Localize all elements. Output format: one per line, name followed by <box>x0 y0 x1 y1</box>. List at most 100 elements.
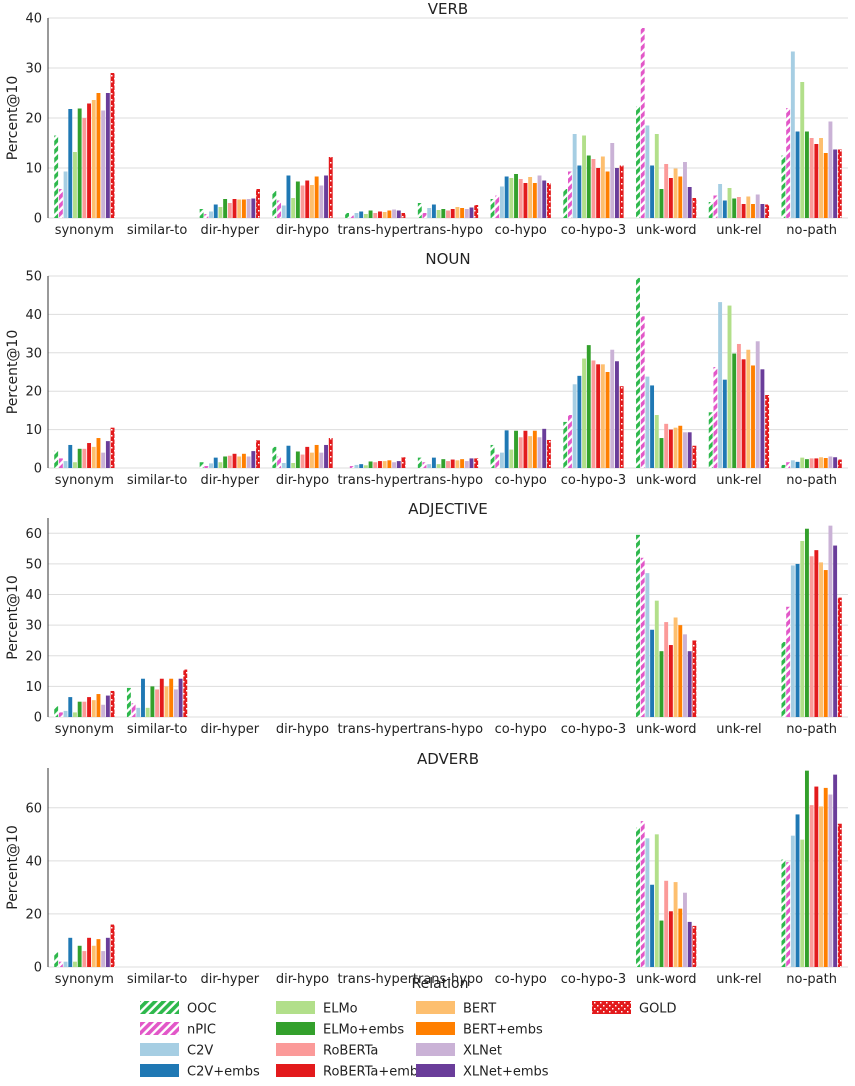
x-tick-label: trans-hypo <box>413 972 483 987</box>
bar-c2v-embs-co-hypo-3 <box>577 165 582 218</box>
bar-c2v-trans-hyper <box>354 213 359 218</box>
bar-elmo-no-path <box>800 839 805 967</box>
bar-xlnet-dir-hypo <box>319 185 324 218</box>
bar-c2v-embs-trans-hypo <box>431 457 436 468</box>
bar-xlnet-embs-trans-hypo <box>469 207 474 218</box>
bar-gold-no-path <box>837 823 842 967</box>
bar-bert-synonym <box>91 446 96 468</box>
bar-c2v-embs-dir-hyper <box>213 457 218 468</box>
bar-c2v-embs-trans-hyper <box>359 464 364 468</box>
bar-xlnet-trans-hyper <box>392 209 397 218</box>
bar-npic-no-path <box>786 862 791 967</box>
bar-c2v-synonym <box>63 961 68 967</box>
y-tick-label: 40 <box>25 854 42 869</box>
bar-xlnet-unk-rel <box>755 194 760 218</box>
bar-xlnet-embs-dir-hyper <box>251 198 256 218</box>
bar-npic-similar-to <box>131 703 136 717</box>
x-tick-label: unk-word <box>636 972 697 987</box>
bar-gold-synonym <box>110 427 115 468</box>
bar-npic-co-hypo <box>495 454 500 468</box>
bar-gold-synonym <box>110 73 115 218</box>
bar-roberta-unk-word <box>664 164 669 218</box>
bar-elmo-similar-to <box>145 707 150 717</box>
bar-gold-dir-hyper <box>256 189 260 218</box>
x-tick-label: similar-to <box>127 972 188 987</box>
bar-bert-trans-hypo <box>455 207 460 218</box>
bar-roberta-synonym <box>82 951 87 967</box>
y-tick-label: 30 <box>25 346 42 361</box>
bar-xlnet-embs-unk-rel <box>760 204 765 218</box>
bar-elmo-embs-unk-word <box>659 651 664 717</box>
bar-roberta-trans-hyper <box>373 462 378 468</box>
x-tick-label: dir-hyper <box>201 223 260 238</box>
bar-roberta-embs-dir-hyper <box>232 453 237 468</box>
bar-elmo-co-hypo-3 <box>582 358 587 468</box>
bar-roberta-trans-hyper <box>373 213 378 218</box>
bar-bert-embs-similar-to <box>169 678 174 717</box>
bar-bert-trans-hyper <box>382 461 387 468</box>
x-tick-label: dir-hypo <box>276 223 329 238</box>
bar-roberta-co-hypo-3 <box>591 360 596 468</box>
bar-xlnet-embs-synonym <box>105 937 110 967</box>
bar-elmo-embs-no-path <box>804 131 809 218</box>
bar-bert-no-path <box>819 562 823 717</box>
bar-elmo-dir-hyper <box>218 207 223 218</box>
bar-npic-no-path <box>786 108 791 218</box>
legend-label: BERT <box>463 1002 496 1017</box>
bar-elmo-embs-co-hypo-3 <box>586 155 591 218</box>
bar-xlnet-co-hypo <box>537 437 542 468</box>
bar-c2v-synonym <box>63 171 68 218</box>
bar-c2v-embs-dir-hyper <box>213 204 218 218</box>
bar-npic-unk-rel <box>713 195 718 218</box>
y-tick-label: 0 <box>34 212 42 227</box>
bar-roberta-synonym <box>82 701 87 717</box>
bar-roberta-embs-unk-word <box>668 911 673 967</box>
bar-elmo-unk-word <box>654 415 659 468</box>
x-tick-label: synonym <box>55 473 114 488</box>
bar-roberta-no-path <box>809 458 814 468</box>
x-tick-label: unk-word <box>636 223 697 238</box>
bar-xlnet-no-path <box>828 794 833 967</box>
bar-elmo-synonym <box>73 152 77 218</box>
bar-c2v-synonym <box>63 461 68 468</box>
bar-xlnet-trans-hyper <box>392 462 397 468</box>
bar-elmo-embs-co-hypo <box>514 430 518 468</box>
bar-elmo-embs-unk-word <box>659 920 664 967</box>
bar-gold-trans-hyper <box>401 213 406 218</box>
bar-c2v-co-hypo-3 <box>572 134 577 218</box>
bar-gold-trans-hypo <box>474 458 479 468</box>
bar-elmo-synonym <box>73 712 77 717</box>
bar-ooc-no-path <box>781 859 786 967</box>
bar-bert-embs-co-hypo-3 <box>605 372 610 468</box>
bar-bert-embs-dir-hyper <box>241 199 246 218</box>
bar-npic-dir-hypo <box>277 200 281 218</box>
bar-xlnet-embs-trans-hypo <box>469 458 474 468</box>
bar-elmo-embs-dir-hypo <box>295 181 300 218</box>
y-axis-label: Percent@10 <box>5 575 21 660</box>
x-tick-label: synonym <box>55 223 114 238</box>
bar-xlnet-synonym <box>101 110 106 218</box>
legend-label: GOLD <box>639 1002 677 1017</box>
bar-xlnet-embs-trans-hyper <box>396 210 401 218</box>
bar-xlnet-embs-unk-word <box>687 432 692 468</box>
bar-roberta-embs-synonym <box>87 443 92 468</box>
bar-roberta-embs-similar-to <box>159 678 164 717</box>
bar-roberta-embs-trans-hyper <box>378 461 382 468</box>
bar-c2v-embs-trans-hyper <box>359 211 364 218</box>
bar-xlnet-embs-dir-hypo <box>324 175 328 218</box>
bar-c2v-embs-co-hypo-3 <box>577 375 582 468</box>
y-tick-label: 40 <box>25 308 42 323</box>
bar-gold-dir-hyper <box>256 440 260 468</box>
bar-bert-embs-unk-word <box>678 425 683 468</box>
bar-elmo-embs-unk-rel <box>732 198 737 218</box>
legend-label: C2V <box>187 1044 213 1059</box>
bar-roberta-trans-hypo <box>446 461 450 468</box>
bar-bert-dir-hyper <box>237 456 242 468</box>
bar-bert-embs-dir-hypo <box>314 176 319 218</box>
bar-roberta-embs-synonym <box>87 103 92 218</box>
bar-c2v-dir-hyper <box>209 463 213 468</box>
legend-label: nPIC <box>187 1023 216 1038</box>
bar-xlnet-unk-word <box>683 892 687 967</box>
bar-npic-synonym <box>58 458 63 468</box>
legend-title: Relation <box>412 976 469 992</box>
